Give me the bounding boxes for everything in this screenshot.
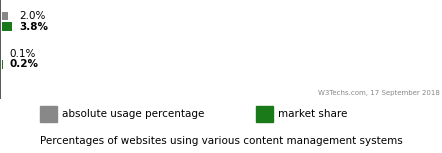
Text: 2.0%: 2.0%	[19, 11, 45, 21]
Bar	[40, 106, 57, 122]
Text: W3Techs.com, 17 September 2018: W3Techs.com, 17 September 2018	[318, 90, 440, 96]
Bar	[2, 60, 3, 69]
Text: market share: market share	[278, 109, 348, 119]
Text: 0.2%: 0.2%	[9, 59, 38, 69]
Text: 0.1%: 0.1%	[9, 49, 36, 59]
Text: Percentages of websites using various content management systems: Percentages of websites using various co…	[40, 136, 402, 146]
Text: absolute usage percentage: absolute usage percentage	[62, 109, 204, 119]
Bar	[256, 106, 273, 122]
Bar	[2, 12, 8, 20]
Text: 3.8%: 3.8%	[19, 22, 48, 32]
Bar	[2, 22, 12, 31]
